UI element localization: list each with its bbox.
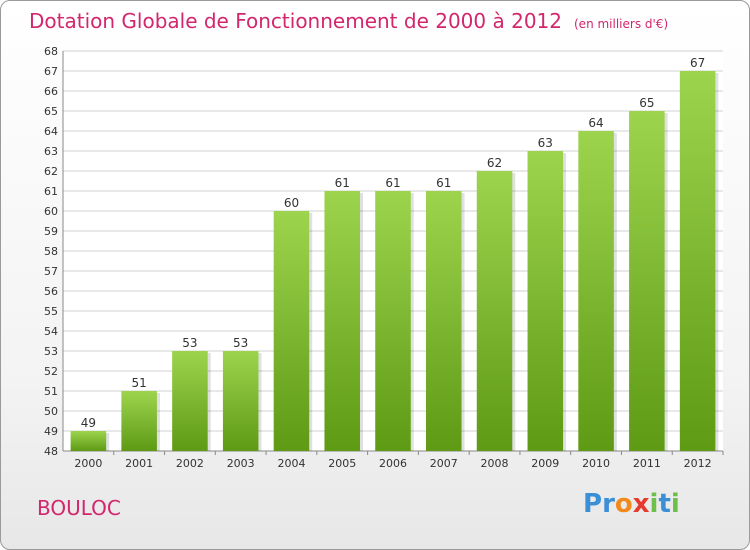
y-tick-label: 62 [44,165,58,178]
y-tick-label: 55 [44,305,58,318]
data-label: 61 [436,176,451,190]
x-tick-label: 2006 [379,457,407,470]
chart-title-text: Dotation Globale de Fonctionnement de 20… [29,9,562,33]
bar [629,111,665,451]
y-tick-label: 63 [44,145,58,158]
logo-letter: x [632,489,650,519]
data-label: 49 [81,416,96,430]
bar [121,391,157,451]
bar [273,211,310,451]
bar [578,131,614,451]
y-tick-label: 61 [44,185,58,198]
x-tick-label: 2005 [328,457,356,470]
data-label: 67 [690,56,705,70]
data-label: 65 [639,96,654,110]
bar [172,351,208,451]
y-tick-label: 56 [44,285,58,298]
x-tick-label: 2002 [176,457,204,470]
bar [476,171,513,451]
chart-unit-text: (en milliers d'€) [574,17,669,31]
y-tick-label: 68 [44,45,58,58]
bar [375,191,411,451]
x-tick-label: 2011 [633,457,661,470]
bar [527,151,564,451]
y-tick-label: 60 [44,205,58,218]
logo-letter: P [583,489,603,519]
x-tick-label: 2000 [74,457,102,470]
x-tick-label: 2001 [125,457,153,470]
data-label: 60 [284,196,299,210]
chart-title: Dotation Globale de Fonctionnement de 20… [29,9,668,33]
data-label: 53 [233,336,248,350]
data-label: 61 [385,176,400,190]
data-label: 51 [132,376,147,390]
x-tick-label: 2010 [582,457,610,470]
x-tick-label: 2004 [277,457,305,470]
x-tick-label: 2008 [481,457,509,470]
y-tick-label: 67 [44,65,58,78]
y-tick-label: 59 [44,225,58,238]
proxiti-logo: Proxiti [583,489,680,519]
bar [70,431,107,451]
y-tick-label: 64 [44,125,58,138]
y-tick-label: 66 [44,85,58,98]
logo-letter: t [658,489,671,519]
x-tick-label: 2007 [430,457,458,470]
y-tick-label: 57 [44,265,58,278]
bar [426,191,462,451]
y-tick-label: 53 [44,345,58,358]
x-tick-label: 2003 [227,457,255,470]
y-tick-label: 49 [44,425,58,438]
y-tick-label: 48 [44,445,58,458]
y-tick-label: 52 [44,365,58,378]
bar [222,351,259,451]
data-label: 64 [588,116,603,130]
bar [679,71,716,451]
logo-letter: i [649,489,659,519]
data-label: 63 [538,136,553,150]
data-label: 62 [487,156,502,170]
y-tick-label: 51 [44,385,58,398]
place-name: BOULOC [37,496,121,520]
y-tick-label: 50 [44,405,58,418]
logo-letter: o [614,489,633,519]
y-tick-label: 65 [44,105,58,118]
data-label: 53 [182,336,197,350]
bar [324,191,360,451]
logo-letter: r [602,489,615,519]
x-tick-label: 2009 [531,457,559,470]
y-tick-label: 58 [44,245,58,258]
data-label: 61 [335,176,350,190]
y-tick-label: 54 [44,325,58,338]
x-tick-label: 2012 [684,457,712,470]
logo-letter: i [670,489,680,519]
